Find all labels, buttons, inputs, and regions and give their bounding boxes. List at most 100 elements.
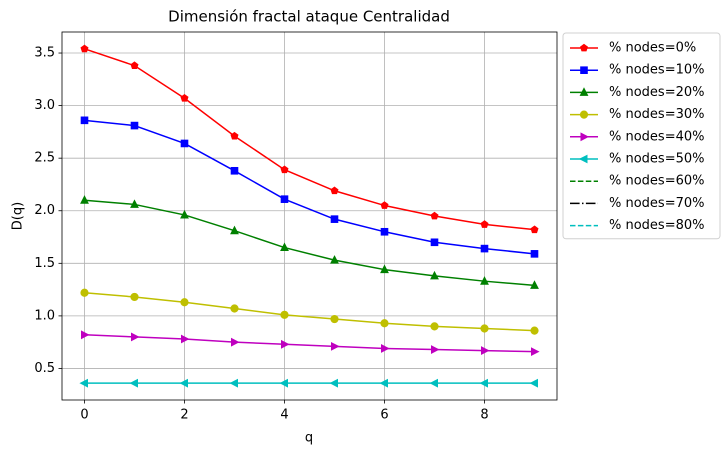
marker [579,110,589,119]
marker [180,139,189,148]
marker [479,378,488,388]
marker [281,339,290,349]
marker [229,378,238,388]
legend-label: % nodes=40% [609,129,705,144]
marker [280,310,289,319]
legend-label: % nodes=60% [609,174,705,189]
marker [181,334,190,344]
legend-label: % nodes=10% [609,63,705,78]
marker [380,264,389,274]
marker [280,242,289,252]
marker [430,211,439,220]
marker [80,44,89,53]
marker [180,209,189,219]
y-tick-label: 2.5 [34,151,55,166]
marker [379,378,388,388]
marker [429,378,438,388]
marker [80,195,89,204]
marker [280,165,289,174]
line [84,334,535,353]
marker [330,314,339,324]
plot-frame [61,31,558,401]
grid [62,32,557,400]
marker [79,378,88,388]
marker [480,324,489,333]
legend-label: % nodes=80% [609,218,705,233]
marker [179,378,188,388]
marker [130,61,139,70]
series [80,288,539,335]
marker [331,341,340,351]
marker [480,220,489,228]
legend-label: % nodes=70% [609,196,705,211]
marker [380,227,389,236]
marker [230,166,239,175]
series [80,116,539,258]
y-tick-label: 2.0 [34,203,55,218]
marker [180,298,189,307]
legend: % nodes=0% % nodes=10% % nodes=20% % nodes=… [562,32,721,240]
y-tick-label: 3.5 [34,46,55,61]
marker [80,288,89,297]
x-axis-label: q [305,431,313,446]
line [84,292,535,332]
marker [430,238,439,247]
series [80,195,539,289]
marker [480,244,489,253]
y-tick-label: 1.0 [34,308,55,323]
marker [279,378,288,388]
marker [430,322,439,331]
marker [329,378,338,388]
marker [330,186,339,195]
marker [380,201,389,209]
marker [430,270,439,280]
legend-box [562,32,721,240]
marker [431,345,440,354]
x-tick-label: 2 [180,408,188,423]
marker [231,337,240,347]
marker [530,250,539,258]
marker [80,116,89,125]
x-tick-label: 0 [80,408,88,423]
marker [129,378,138,388]
y-tick-label: 1.5 [34,256,55,271]
series [80,44,539,234]
line [84,119,535,255]
line [84,48,535,231]
x-tick-label: 8 [480,408,488,423]
marker [530,326,539,335]
marker [481,346,490,356]
marker [381,344,390,353]
marker [230,225,239,235]
marker [579,43,589,52]
marker [580,132,590,142]
chart-title: Dimensión fractal ataque Centralidad [168,8,450,26]
y-tick-label: 3.0 [34,98,55,113]
marker [130,121,139,130]
marker [530,280,539,289]
marker [131,332,140,342]
y-axis-label: D(q) [11,202,26,230]
legend-label: % nodes=50% [609,152,705,167]
marker [180,94,189,102]
marker [530,225,539,234]
marker [579,87,589,96]
series [81,330,540,357]
legend-label: % nodes=30% [609,107,705,122]
marker [130,292,139,302]
marker [330,215,339,223]
y-tick-label: 0.5 [34,361,55,376]
marker [81,330,90,340]
marker [380,319,389,328]
series [79,378,538,388]
legend-label: % nodes=20% [609,85,705,100]
line [84,199,535,287]
marker [230,131,239,140]
x-tick-label: 6 [380,408,388,423]
marker [130,199,139,208]
marker [529,378,538,388]
marker [580,66,588,75]
x-tick-label: 4 [280,408,288,423]
marker [531,347,540,357]
